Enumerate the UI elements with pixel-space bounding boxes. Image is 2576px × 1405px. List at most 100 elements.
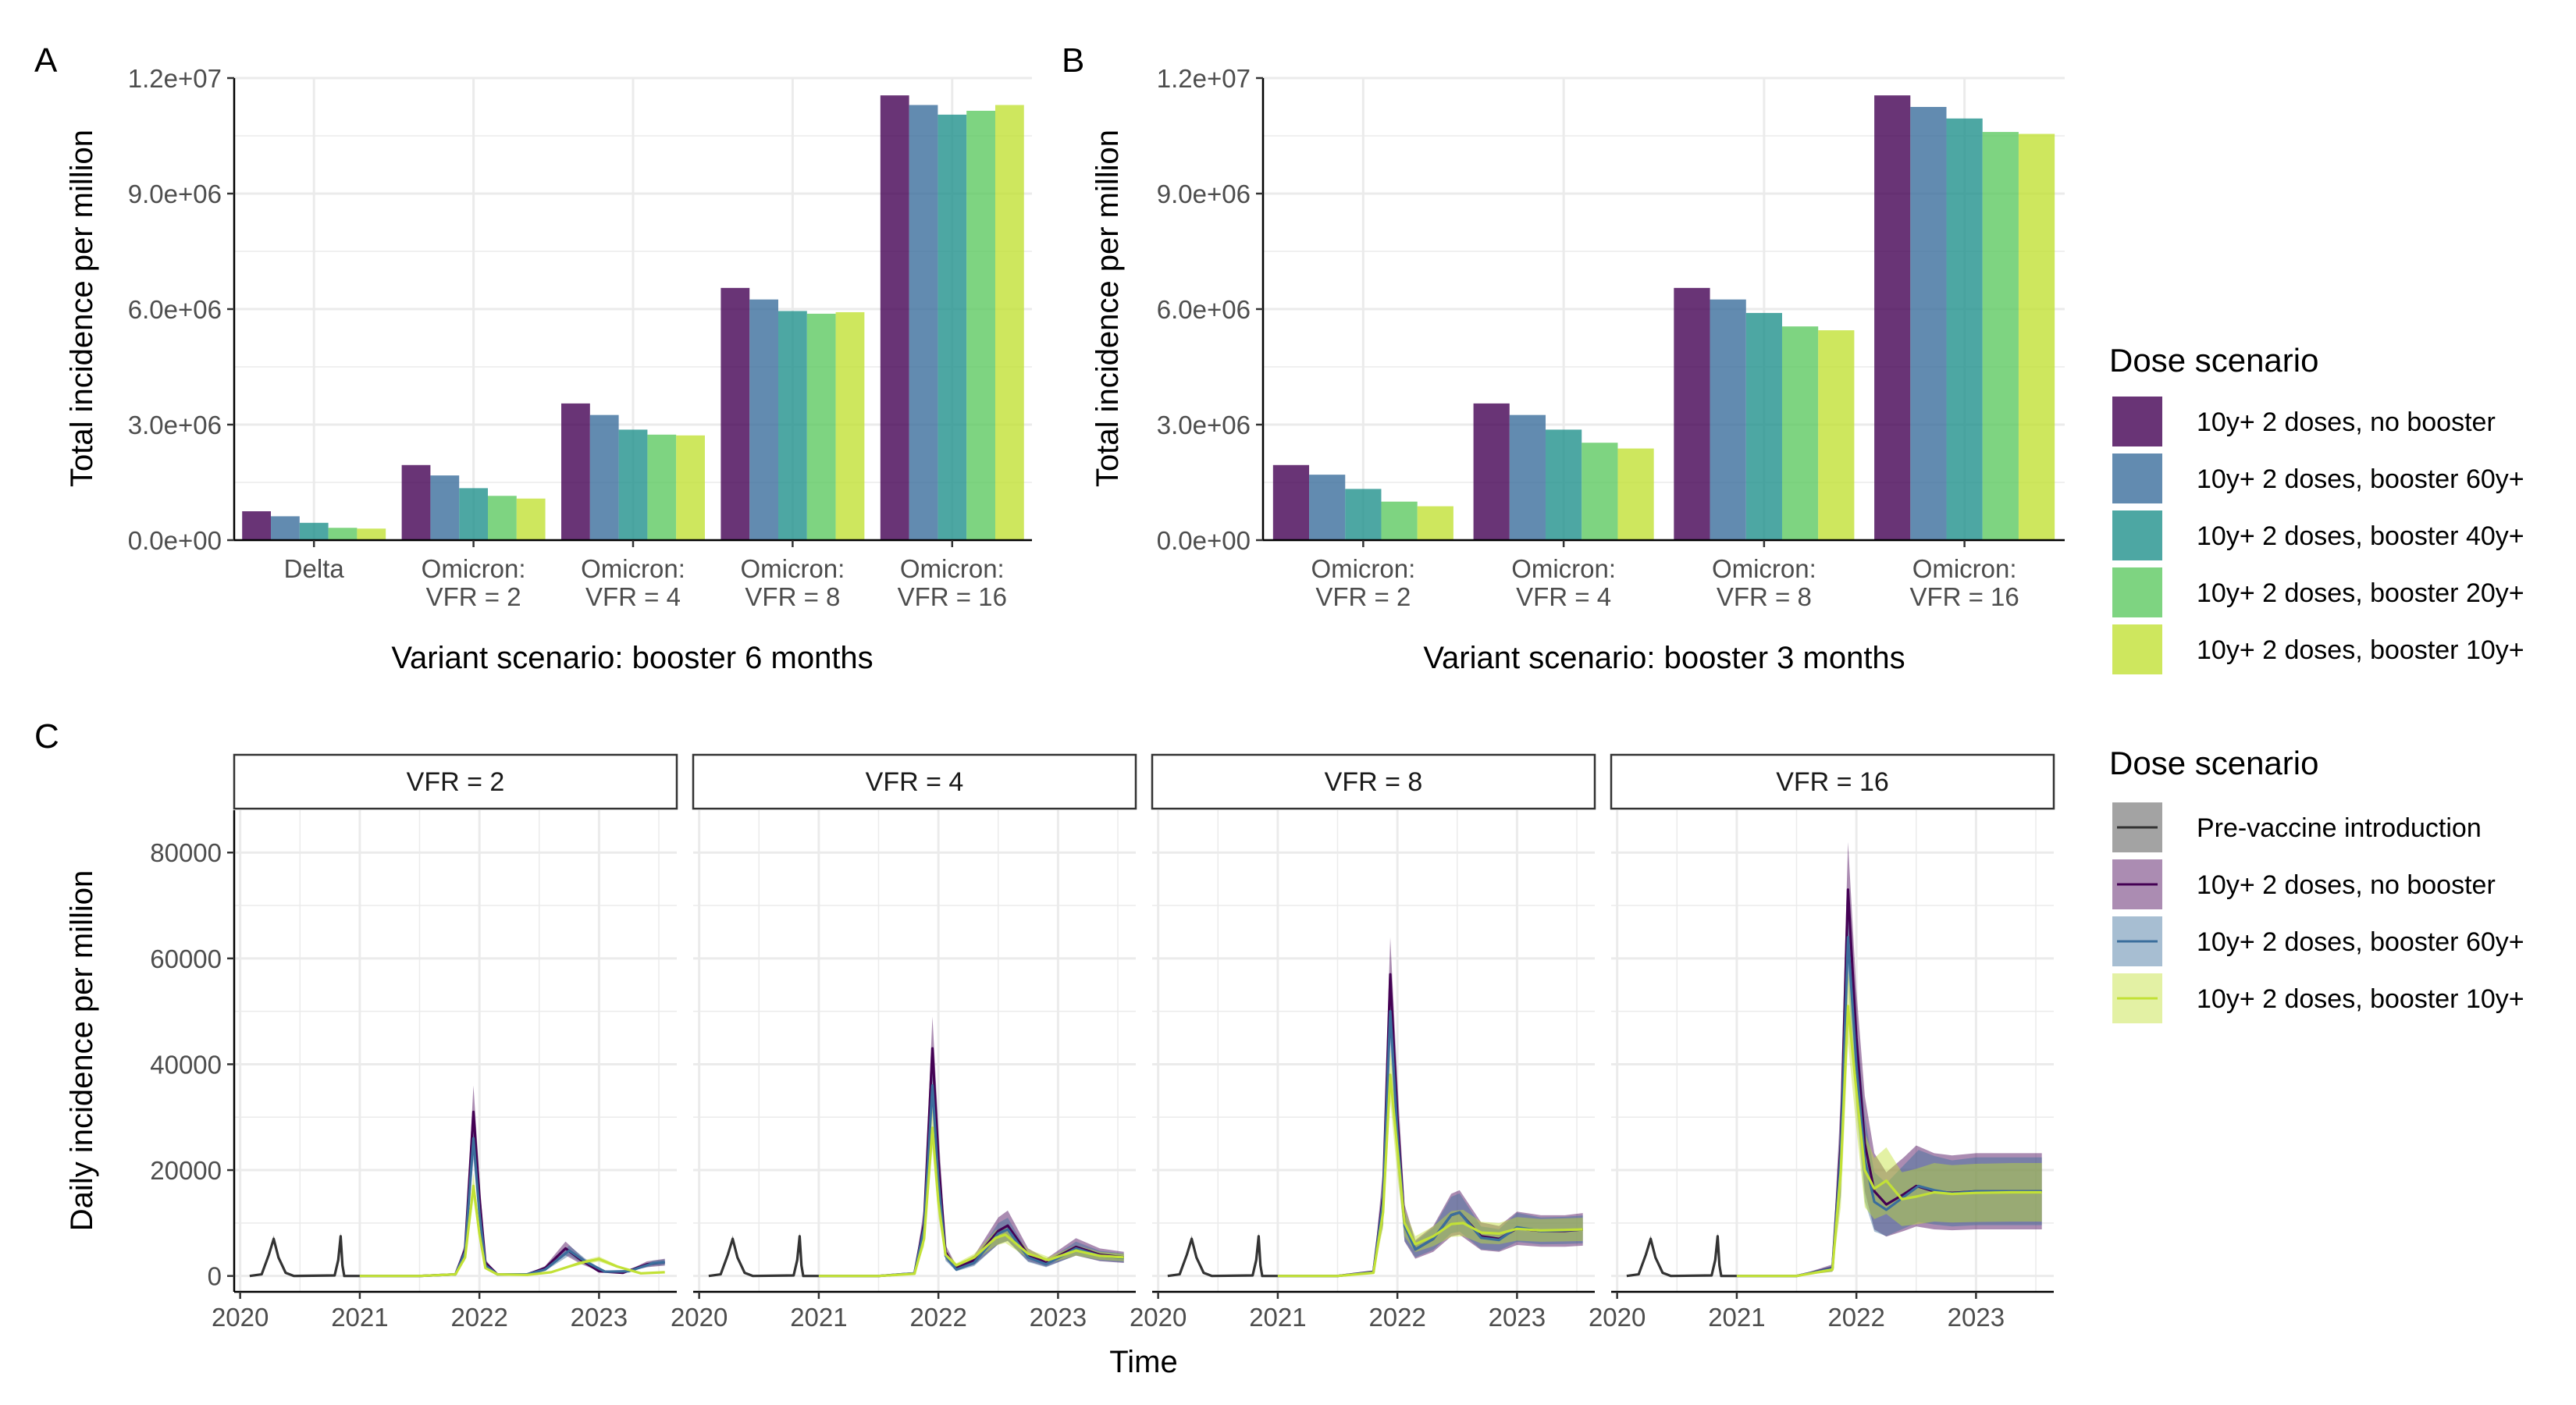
bar-a-s3-c0 [328,528,358,540]
x-tick-label: 2023 [1489,1303,1546,1332]
x-tick-label: 2022 [1368,1303,1425,1332]
y-tick-label: 40000 [150,1050,222,1079]
bar-b-s3-c2 [1781,326,1819,540]
legend-label: 10y+ 2 doses, booster 40y+ [2197,521,2524,551]
x-tick-label: 2022 [450,1303,507,1332]
x-tick-label: 2021 [790,1303,847,1332]
legend-label: Pre-vaccine introduction [2197,813,2482,843]
x-tick-label: 2021 [1249,1303,1306,1332]
x-tick-label-line: VFR = 4 [585,582,681,611]
facet-3-band-1 [1736,841,2042,1276]
facet-0-line-0 [249,1235,360,1278]
bar-a-s2-c0 [299,522,329,540]
x-tick-label-line: Omicron: [581,554,685,583]
x-tick-label: 2023 [571,1303,628,1332]
facet-0-band-2 [359,1117,665,1276]
x-tick-label-line: VFR = 8 [745,582,840,611]
bar-a-s2-c4 [938,114,967,540]
facet-1-band-1 [818,1016,1124,1276]
bar-b-s4-c0 [1417,506,1453,540]
x-tick-label-line: VFR = 8 [1717,582,1812,611]
bar-a-s4-c2 [676,435,705,540]
facet-1-line-3 [818,1126,1124,1278]
bar-b-s0-c1 [1473,403,1510,540]
legend-swatch [2112,397,2162,446]
bar-a-s0-c3 [720,287,750,540]
x-tick-label: 2023 [1030,1303,1087,1332]
x-tick-label-line: Omicron: [1511,554,1616,583]
x-tick-label: 2021 [1708,1303,1765,1332]
legend-label: 10y+ 2 doses, no booster [2197,870,2496,900]
chart-a-xlabel: Variant scenario: booster 6 months [391,641,873,675]
y-tick-label: 0.0e+00 [1157,526,1251,555]
bar-b-s0-c2 [1674,287,1710,540]
chart-a: 0.0e+00 3.0e+06 6.0e+06 9.0e+06 1.2e+07 Delt… [65,64,1032,675]
facet-strip-label: VFR = 4 [866,767,964,797]
chart-c-ylabel: Daily incidence per million [65,870,99,1231]
y-tick-label: 60000 [150,944,222,973]
chart-c-xlabel: Time [1109,1345,1177,1379]
x-tick-label-line: VFR = 16 [1909,582,2019,611]
facet-3-band-3 [1736,969,2042,1276]
bar-a-s4-c3 [835,311,865,540]
x-tick-label: 2023 [1948,1303,2005,1332]
facet-2: VFR = 8 2020 2021 2022 2023 [1130,753,1596,1332]
chart-b: 0.0e+00 3.0e+06 6.0e+06 9.0e+06 1.2e+07 Omic… [1091,64,2065,675]
bar-a-s1-c4 [909,105,938,541]
legend-label: 10y+ 2 doses, booster 60y+ [2197,464,2524,494]
facet-0-line-2 [359,1136,665,1278]
x-tick-label: Delta [284,554,345,583]
bar-b-s2-c1 [1546,429,1582,540]
y-tick-label: 9.0e+06 [128,180,222,208]
y-tick-label: 0.0e+00 [128,526,222,555]
facet-0: VFR = 2 2020 2021 2022 2023 0 20000 40000 60000 8… [150,753,678,1332]
bar-b-s2-c3 [1946,118,1983,541]
bar-a-s2-c3 [778,311,807,540]
y-tick-label: 1.2e+07 [128,64,222,93]
x-tick-label: 2020 [671,1303,728,1332]
legend-swatch [2112,510,2162,560]
x-tick-label-line: Omicron: [1712,554,1816,583]
y-tick-label: 0 [208,1262,222,1291]
y-tick-label: 3.0e+06 [1157,411,1251,439]
bar-b-s2-c0 [1345,489,1382,540]
x-tick-label: 2020 [1130,1303,1187,1332]
x-tick-label: 2020 [212,1303,269,1332]
y-tick-label: 1.2e+07 [1157,64,1251,93]
bar-b-s0-c3 [1874,95,1911,540]
legend-lines: Dose scenario Pre-vaccine introduction 10… [2109,745,2524,1023]
bar-b-s1-c2 [1710,299,1746,540]
facet-2-line-3 [1277,1073,1583,1278]
bar-b-s3-c3 [1982,132,2019,541]
bar-a-s4-c1 [516,498,546,540]
x-tick-label: Omicron: VFR = 16 [898,554,1007,611]
chart-c: VFR = 2 2020 2021 2022 2023 0 20000 40000 60000 8… [65,753,2055,1379]
bar-a-s0-c0 [242,511,272,540]
bar-b-s2-c2 [1745,312,1782,540]
legend-label: 10y+ 2 doses, booster 60y+ [2197,927,2524,957]
bar-b-s0-c0 [1272,464,1310,540]
bar-a-s4-c4 [994,105,1024,541]
legend-label: 10y+ 2 doses, no booster [2197,407,2496,437]
x-tick-label: 2022 [909,1303,966,1332]
facet-0-band-3 [359,1172,665,1276]
x-tick-label-line: VFR = 2 [426,582,521,611]
facet-0-line-1 [359,1110,665,1278]
bar-a-s0-c2 [561,403,590,540]
facet-3-line-3 [1736,1005,2042,1278]
x-tick-label: Omicron: VFR = 4 [1511,554,1616,611]
x-tick-label-line: VFR = 16 [898,582,1007,611]
facet-0-line-3 [359,1184,665,1278]
x-tick-label-line: Omicron: [1912,554,2017,583]
bar-b-s4-c2 [1818,330,1855,540]
facet-3-line-0 [1626,1235,1737,1278]
y-tick-label: 80000 [150,838,222,867]
bar-a-s1-c2 [589,414,619,540]
facet-strip-label: VFR = 8 [1325,767,1423,797]
bar-a-s1-c3 [749,299,779,540]
x-tick-label-line: Omicron: [740,554,845,583]
facet-1: VFR = 4 2020 2021 2022 2023 [671,753,1137,1332]
x-tick-label: 2021 [331,1303,388,1332]
facet-strip [1610,753,2055,810]
x-tick-label: 2020 [1589,1303,1646,1332]
